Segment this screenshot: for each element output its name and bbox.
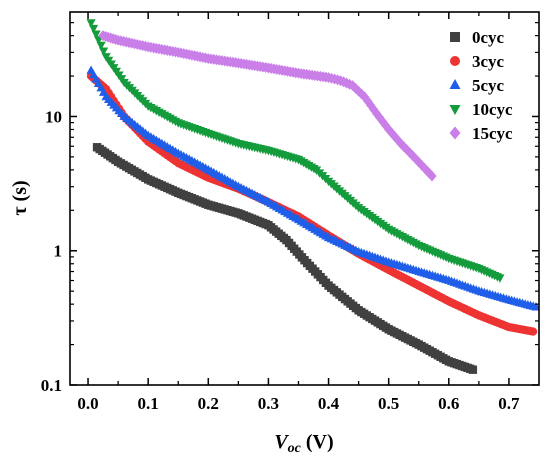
series-15cyc-point — [381, 120, 391, 131]
axis-ticks — [70, 12, 539, 386]
series-15cyc-point — [408, 150, 418, 162]
series-10cyc — [86, 19, 505, 283]
legend-item-0cyc: 0cyc — [450, 28, 505, 47]
series-15cyc-point — [384, 124, 394, 135]
series-10cyc-point — [88, 24, 99, 34]
series-0cyc — [92, 143, 478, 374]
series-15cyc-point — [414, 156, 424, 168]
series-15cyc-point — [363, 95, 373, 107]
series-5cyc — [86, 65, 539, 311]
series-15cyc-point — [360, 91, 370, 103]
series-10cyc-point — [98, 47, 109, 56]
series-15cyc-point — [399, 141, 409, 152]
series-15cyc-point — [390, 130, 400, 142]
series-0cyc-point — [468, 365, 478, 374]
x-axis-title: Voc (V) — [274, 431, 333, 456]
x-tick-label: 0.7 — [498, 394, 520, 413]
series-15cyc-point — [402, 144, 412, 156]
series-10cyc-point — [86, 19, 96, 28]
x-tick-label: 0.3 — [258, 394, 279, 413]
series-15cyc-point — [427, 170, 437, 182]
legend: 0cyc 3cyc 5cyc 10cyc 15cyc — [449, 28, 513, 143]
series-15cyc — [98, 30, 437, 182]
series-15cyc-point — [417, 159, 427, 171]
x-tick-label: 0.6 — [438, 394, 459, 413]
x-axis-title-main: V — [274, 431, 289, 453]
series-15cyc-point — [411, 153, 421, 165]
legend-label-3cyc: 3cyc — [472, 52, 505, 71]
x-tick-label: 0.4 — [318, 394, 340, 413]
legend-label-5cyc: 5cyc — [472, 76, 505, 95]
y-tick-label: 1 — [54, 242, 63, 261]
x-axis-title-sub: oc — [288, 441, 302, 456]
x-tick-label: 0.2 — [198, 394, 219, 413]
legend-item-15cyc: 15cyc — [449, 124, 513, 143]
legend-item-10cyc: 10cyc — [449, 100, 513, 119]
series-10cyc-point — [495, 274, 505, 283]
y-tick-label: 10 — [45, 107, 62, 126]
data-marks — [86, 19, 539, 374]
series-15cyc-point — [387, 127, 397, 139]
legend-marker-15cyc — [449, 126, 461, 140]
series-10cyc-point — [91, 30, 101, 39]
y-axis-title: τ (s) — [9, 180, 31, 215]
plot-frame — [69, 11, 540, 386]
legend-marker-3cyc — [450, 56, 460, 66]
legend-marker-0cyc — [450, 32, 460, 42]
x-tick-label: 0.5 — [378, 394, 399, 413]
series-15cyc-point — [350, 82, 361, 94]
legend-label-10cyc: 10cyc — [472, 100, 513, 119]
series-15cyc-point — [393, 134, 403, 146]
legend-item-5cyc: 5cyc — [449, 76, 505, 95]
x-tick-label: 0.0 — [77, 394, 98, 413]
x-axis-title-unit: (V) — [301, 431, 334, 453]
legend-label-0cyc: 0cyc — [472, 28, 505, 47]
legend-item-3cyc: 3cyc — [450, 52, 505, 71]
series-10cyc-point — [96, 41, 106, 51]
legend-marker-5cyc — [449, 79, 461, 89]
series-3cyc-point — [528, 327, 538, 336]
y-tick-label: 0.1 — [41, 376, 62, 395]
legend-marker-10cyc — [449, 105, 461, 115]
tick-labels: 0.0 0.1 0.2 0.3 0.4 0.5 0.6 0.7 0.1 1 10 — [41, 107, 520, 413]
x-tick-label: 0.1 — [138, 394, 159, 413]
series-15cyc-point — [372, 108, 382, 120]
legend-label-15cyc: 15cyc — [472, 124, 513, 143]
